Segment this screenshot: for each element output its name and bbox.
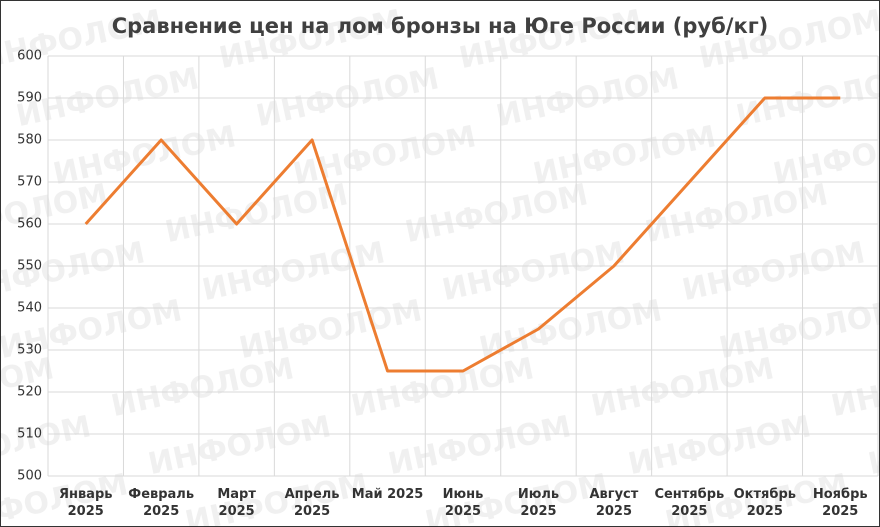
x-tick-label: Январь 2025 xyxy=(59,487,113,519)
chart-title: Сравнение цен на лом бронзы на Юге Росси… xyxy=(112,14,769,38)
x-tick-label: Февраль 2025 xyxy=(128,487,194,519)
x-tick-label: Июль 2025 xyxy=(518,487,559,519)
y-tick-label: 540 xyxy=(17,301,42,316)
y-tick-label: 600 xyxy=(17,49,42,64)
x-tick-label: Сентябрь 2025 xyxy=(654,487,724,519)
y-tick-label: 560 xyxy=(17,217,42,232)
y-tick-label: 520 xyxy=(17,385,42,400)
line xyxy=(84,96,841,373)
y-tick-label: 570 xyxy=(17,175,42,190)
y-tick-label: 580 xyxy=(17,133,42,148)
y-tick-label: 500 xyxy=(17,469,42,484)
y-tick-label: 550 xyxy=(17,259,42,274)
x-tick-label: Ноябрь 2025 xyxy=(813,487,868,519)
x-tick-label: Октябрь 2025 xyxy=(734,487,796,519)
y-tick-label: 510 xyxy=(17,427,42,442)
x-tick-label: Август 2025 xyxy=(590,487,639,519)
x-tick-label: Апрель 2025 xyxy=(285,487,340,519)
y-tick-label: 590 xyxy=(17,91,42,106)
y-tick-label: 530 xyxy=(17,343,42,358)
x-tick-label: Май 2025 xyxy=(352,487,424,502)
x-tick-label: Март 2025 xyxy=(217,487,256,519)
x-tick-label: Июнь 2025 xyxy=(443,487,484,519)
